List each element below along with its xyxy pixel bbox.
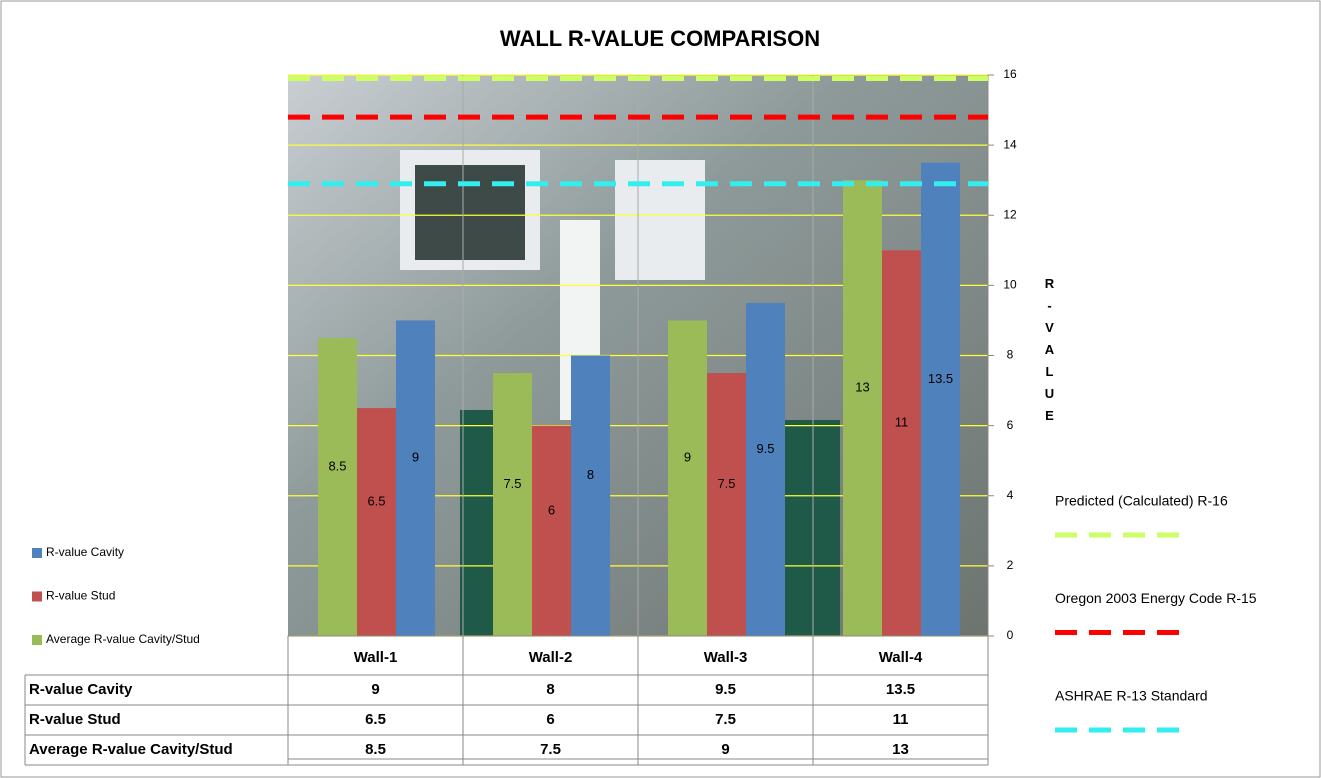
bar	[668, 320, 707, 636]
data-label: 13.5	[928, 371, 953, 386]
bar	[746, 302, 785, 636]
y-tick-label: 6	[1007, 418, 1014, 432]
data-label: 7.5	[717, 476, 735, 491]
y-tick-label: 10	[1003, 278, 1017, 292]
legend-swatch	[32, 635, 42, 645]
y-tick-label: 4	[1007, 488, 1014, 502]
data-label: 8	[587, 467, 594, 482]
photo-door	[780, 420, 840, 636]
bar	[532, 425, 571, 636]
table-cell: 7.5	[540, 741, 561, 758]
bar	[357, 408, 396, 636]
bar	[318, 337, 357, 636]
table-cell: 8.5	[365, 741, 386, 758]
y-axis-title: R-VALUE	[1042, 276, 1057, 430]
photo-window	[615, 160, 705, 280]
data-label: 9.5	[756, 441, 774, 456]
table-cell: 6	[546, 711, 554, 728]
table-cell: 13.5	[886, 681, 915, 698]
reference-legend-label: Predicted (Calculated) R-16	[1055, 493, 1228, 509]
bar	[707, 373, 746, 636]
bar	[571, 355, 610, 636]
data-label: 9	[412, 450, 419, 465]
x-tick-label: Wall-1	[354, 649, 398, 666]
bar	[882, 250, 921, 636]
chart-title: WALL R-VALUE COMPARISON	[500, 26, 820, 51]
y-tick-label: 16	[1003, 67, 1017, 81]
data-label: 8.5	[328, 458, 346, 473]
y-tick-label: 12	[1003, 207, 1017, 221]
table-cell: 7.5	[715, 711, 736, 728]
table-cell: 9.5	[715, 681, 736, 698]
bar	[396, 320, 435, 636]
reference-legend-label: Oregon 2003 Energy Code R-15	[1055, 590, 1257, 606]
bar	[493, 373, 532, 636]
table-cell: 9	[371, 681, 379, 698]
data-label: 13	[855, 380, 869, 395]
table-row-label: Average R-value Cavity/Stud	[29, 741, 233, 758]
x-tick-label: Wall-2	[529, 649, 573, 666]
data-label: 11	[895, 415, 909, 430]
data-label: 6	[548, 502, 555, 517]
legend-swatch	[32, 548, 42, 558]
table-row-label: R-value Cavity	[29, 681, 133, 698]
bar	[843, 180, 882, 636]
table-cell: 13	[892, 741, 909, 758]
bar	[921, 162, 960, 636]
table-cell: 9	[721, 741, 729, 758]
x-tick-label: Wall-3	[704, 649, 748, 666]
y-tick-label: 0	[1007, 628, 1014, 642]
table-cell: 11	[893, 711, 909, 728]
y-tick-label: 2	[1007, 558, 1014, 572]
data-label: 7.5	[503, 476, 521, 491]
legend-label: R-value Cavity	[46, 545, 124, 559]
data-label: 6.5	[367, 493, 385, 508]
y-tick-label: 14	[1003, 137, 1017, 151]
legend-label: Average R-value Cavity/Stud	[46, 632, 200, 646]
reference-legend-label: ASHRAE R-13 Standard	[1055, 688, 1208, 704]
table-cell: 8	[546, 681, 554, 698]
table-row-label: R-value Stud	[29, 711, 121, 728]
y-tick-label: 8	[1007, 348, 1014, 362]
data-label: 9	[684, 450, 691, 465]
legend-label: R-value Stud	[46, 589, 115, 603]
table-cell: 6.5	[365, 711, 386, 728]
x-tick-label: Wall-4	[879, 649, 923, 666]
legend-swatch	[32, 591, 42, 602]
photo-window	[415, 165, 525, 260]
